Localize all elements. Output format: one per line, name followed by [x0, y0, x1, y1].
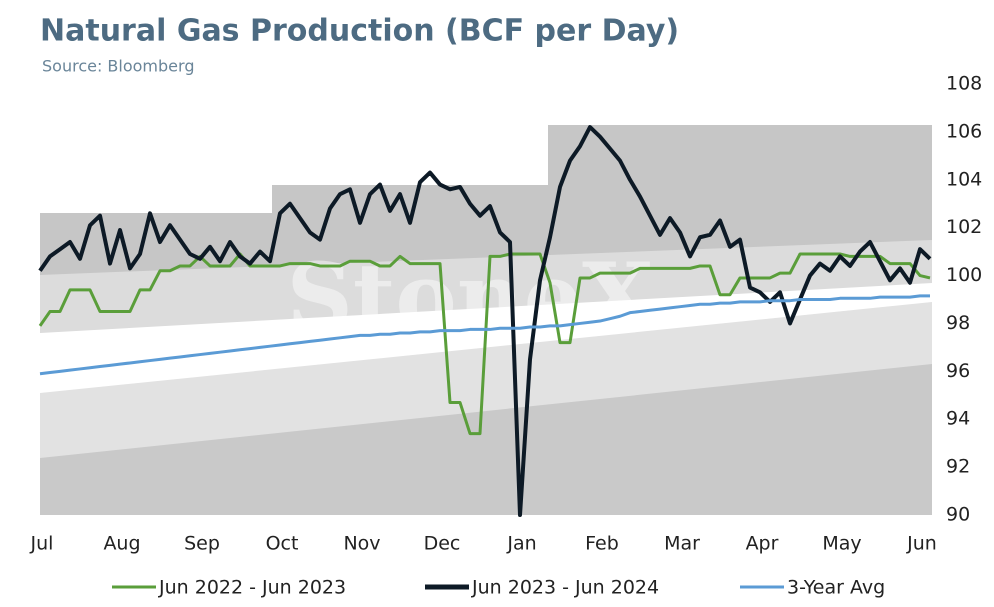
plot-area: 90 92 94 96 98 100 102 104 106 108 Jul Aug Sep Oct Nov…: [30, 73, 983, 555]
y-tick-label: 100: [946, 264, 982, 286]
range-band: [40, 364, 932, 515]
x-tick-label: Aug: [103, 533, 140, 555]
watermark: StoneX: [286, 243, 654, 351]
y-tick-label: 106: [946, 120, 982, 142]
y-tick-label: 90: [946, 504, 970, 526]
y-tick-label: 94: [946, 408, 970, 430]
y-tick-label: 98: [946, 312, 970, 334]
chart-title: Natural Gas Production (BCF per Day): [40, 14, 679, 49]
x-tick-label: Jan: [506, 533, 536, 555]
x-tick-label: Dec: [424, 533, 461, 555]
y-tick-label: 92: [946, 456, 970, 478]
x-tick-label: May: [822, 533, 861, 555]
x-tick-label: Oct: [266, 533, 299, 555]
chart-subtitle: Source: Bloomberg: [42, 57, 194, 76]
x-tick-label: Jun: [906, 533, 937, 555]
y-tick-label: 96: [946, 360, 970, 382]
x-tick-label: Jul: [30, 533, 54, 555]
legend-label: 3-Year Avg: [787, 577, 885, 599]
y-tick-label: 102: [946, 216, 982, 238]
y-tick-label: 104: [946, 168, 982, 190]
x-tick-label: Feb: [585, 533, 619, 555]
x-tick-label: Sep: [184, 533, 220, 555]
x-tick-label: Mar: [664, 533, 700, 555]
legend-label: Jun 2023 - Jun 2024: [471, 577, 659, 599]
range-bands: [40, 125, 932, 515]
y-tick-label: 108: [946, 73, 982, 95]
data-line: [38, 125, 932, 517]
data-line: [38, 252, 931, 436]
data-line: [39, 294, 930, 376]
x-tick-label: Nov: [343, 533, 380, 555]
x-tick-label: Apr: [746, 533, 779, 555]
legend-label: Jun 2022 - Jun 2023: [158, 577, 346, 599]
